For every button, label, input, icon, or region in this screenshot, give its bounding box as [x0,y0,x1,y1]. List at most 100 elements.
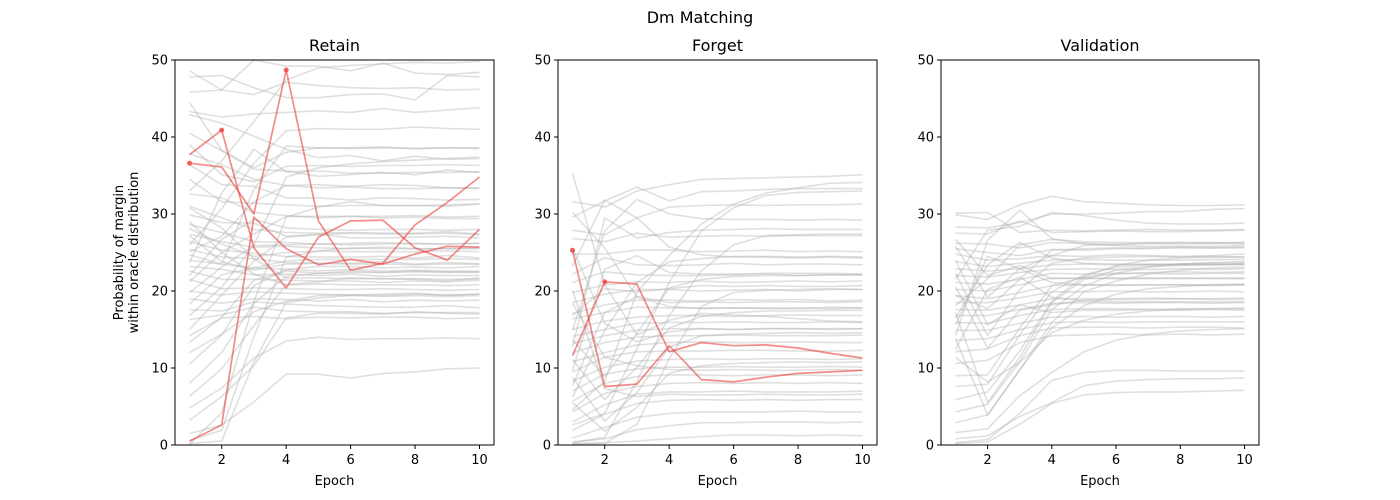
highlight-series-group [187,67,481,442]
x-axis-label: Epoch [315,474,355,489]
background-series-line [571,302,863,372]
background-series-line [189,59,480,91]
background-series-line [954,241,1245,319]
y-tick-label: 0 [543,439,551,454]
background-series-line [955,333,1245,365]
x-tick-label: 8 [411,453,419,468]
background-series-group [954,195,1245,445]
background-series-line [955,301,1245,317]
background-series-line [189,178,480,208]
highlight-marker [283,67,289,73]
background-series-line [572,173,863,208]
background-series-line [571,331,863,422]
background-series-line [189,254,480,272]
background-series-line [571,247,863,343]
highlight-marker [570,247,575,253]
y-tick-label: 10 [151,362,168,377]
background-series-line [188,200,480,445]
highlight-series-line [189,216,480,442]
background-series-line [571,284,863,317]
background-series-line [188,270,480,384]
background-series-line [572,232,863,243]
background-series-line [189,74,480,101]
background-series-group [571,172,863,445]
x-tick-label: 4 [665,453,673,468]
background-series-line [189,336,480,409]
background-series-line [572,374,863,402]
background-series-line [955,258,1245,268]
background-series-line [188,232,480,331]
y-tick-label: 40 [917,131,934,146]
background-series-line [571,289,863,398]
background-series-line [954,211,1245,280]
background-series-line [572,190,863,426]
axes-frame [557,59,878,446]
background-series-line [954,276,1245,350]
background-series-line [955,253,1245,262]
background-series-line [572,306,863,320]
background-series-line [572,410,863,439]
y-tick-label: 20 [917,285,934,300]
background-series-line [189,270,480,344]
y-tick-label: 30 [151,208,168,223]
background-series-line [954,259,1245,326]
x-tick-label: 8 [1176,453,1184,468]
background-series-line [955,260,1245,413]
background-series-line [955,389,1245,445]
y-tick-label: 40 [534,131,551,146]
background-series-line [955,263,1245,272]
background-series-line [571,211,863,310]
background-series-line [189,290,480,297]
background-series-line [955,297,1245,312]
background-series-line [188,234,480,272]
y-tick-label: 20 [534,285,551,300]
background-series-line [955,241,1245,249]
background-series-line [189,240,480,259]
y-tick-label: 0 [160,439,168,454]
background-series-line [955,267,1245,278]
background-series-line [955,262,1245,388]
background-series-line [571,217,863,347]
background-series-line [955,211,1245,234]
background-series-line [955,326,1245,353]
highlight-series-group [570,247,863,388]
background-series-line [188,156,480,317]
background-series-line [572,233,863,444]
background-series-line [189,81,480,96]
background-series-line [189,233,480,250]
background-series-line [572,340,863,363]
background-series-line [572,270,863,284]
background-series-line [189,248,480,265]
background-series-line [572,398,863,432]
background-series-line [189,310,480,422]
y-tick-label: 10 [917,362,934,377]
background-series-line [571,255,863,398]
background-series-line [572,421,863,443]
background-series-line [572,390,863,423]
x-tick-label: 10 [471,453,488,468]
background-series-line [189,300,480,312]
background-series-line [954,263,1245,404]
background-series-line [954,238,1245,307]
background-series-line [571,172,863,336]
panel-title: Forget [692,36,743,55]
background-series-line [189,193,480,220]
y-tick-label: 50 [917,54,934,69]
highlight-marker [187,160,192,166]
background-series-line [955,270,1245,377]
background-series-line [188,214,480,283]
background-series-line [189,367,480,435]
panel-title: Retain [309,36,360,55]
background-series-line [955,315,1245,332]
background-series-line [571,309,863,401]
background-series-line [188,60,480,192]
background-series-line [189,265,480,278]
background-series-line [955,256,1245,401]
x-tick-label: 8 [794,453,802,468]
background-series-line [189,227,480,258]
background-series-line [955,272,1245,285]
background-series-line [188,221,480,287]
background-series-line [189,164,480,201]
highlight-series-line [571,250,863,388]
